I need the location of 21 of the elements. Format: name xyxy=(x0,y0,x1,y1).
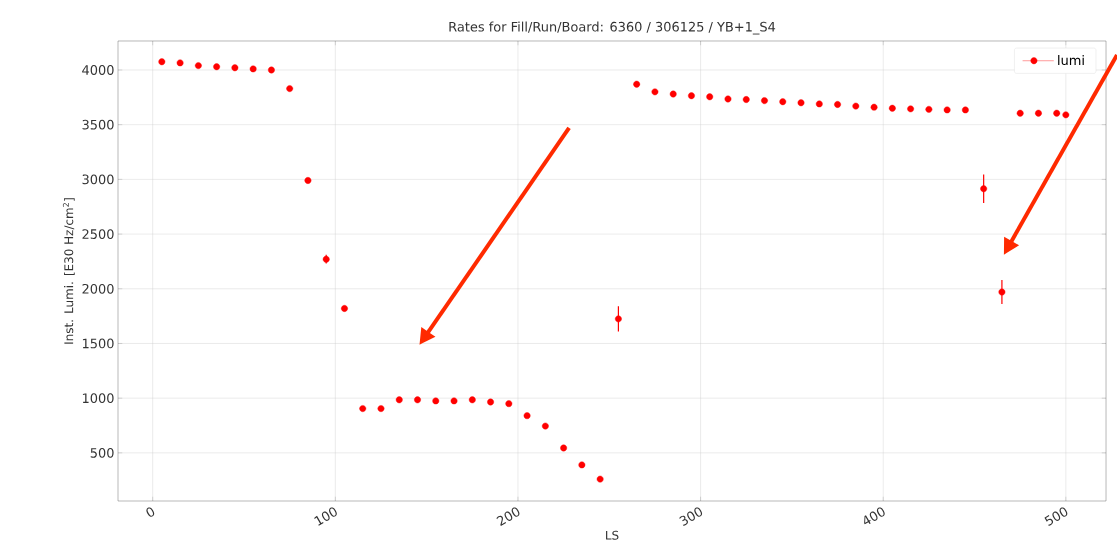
x-tick-label: 200 xyxy=(496,507,520,527)
y-tick-label: 3000 xyxy=(82,174,114,185)
y-tick-label: 3500 xyxy=(82,119,114,130)
y-tick-label: 500 xyxy=(90,447,114,458)
y-axis-title: Inst. Lumi. [E30 Hz/cm$^{2}$] xyxy=(62,198,75,344)
chart-title: Rates for Fill/Run/Board: 6360 / 306125 / YB+1_S4 xyxy=(449,21,776,35)
point xyxy=(998,288,1006,296)
y-tick-label: 4000 xyxy=(82,65,114,75)
x-tick-label: 0 xyxy=(146,507,155,517)
x-axis-title: LS xyxy=(606,530,619,540)
x-tick-label: 500 xyxy=(1044,507,1068,526)
point xyxy=(615,315,622,323)
x-tick-label: 300 xyxy=(679,507,703,526)
legend-label: lumi xyxy=(1058,55,1084,66)
y-tick-label: 1000 xyxy=(82,393,114,404)
y-tick-label: 2500 xyxy=(82,229,114,239)
x-tick-label: 100 xyxy=(314,507,337,526)
x-tick-label: 400 xyxy=(864,507,885,525)
y-tick-label: 1500 xyxy=(82,338,114,349)
y-tick-label: 2000 xyxy=(82,283,114,294)
point xyxy=(980,185,988,193)
